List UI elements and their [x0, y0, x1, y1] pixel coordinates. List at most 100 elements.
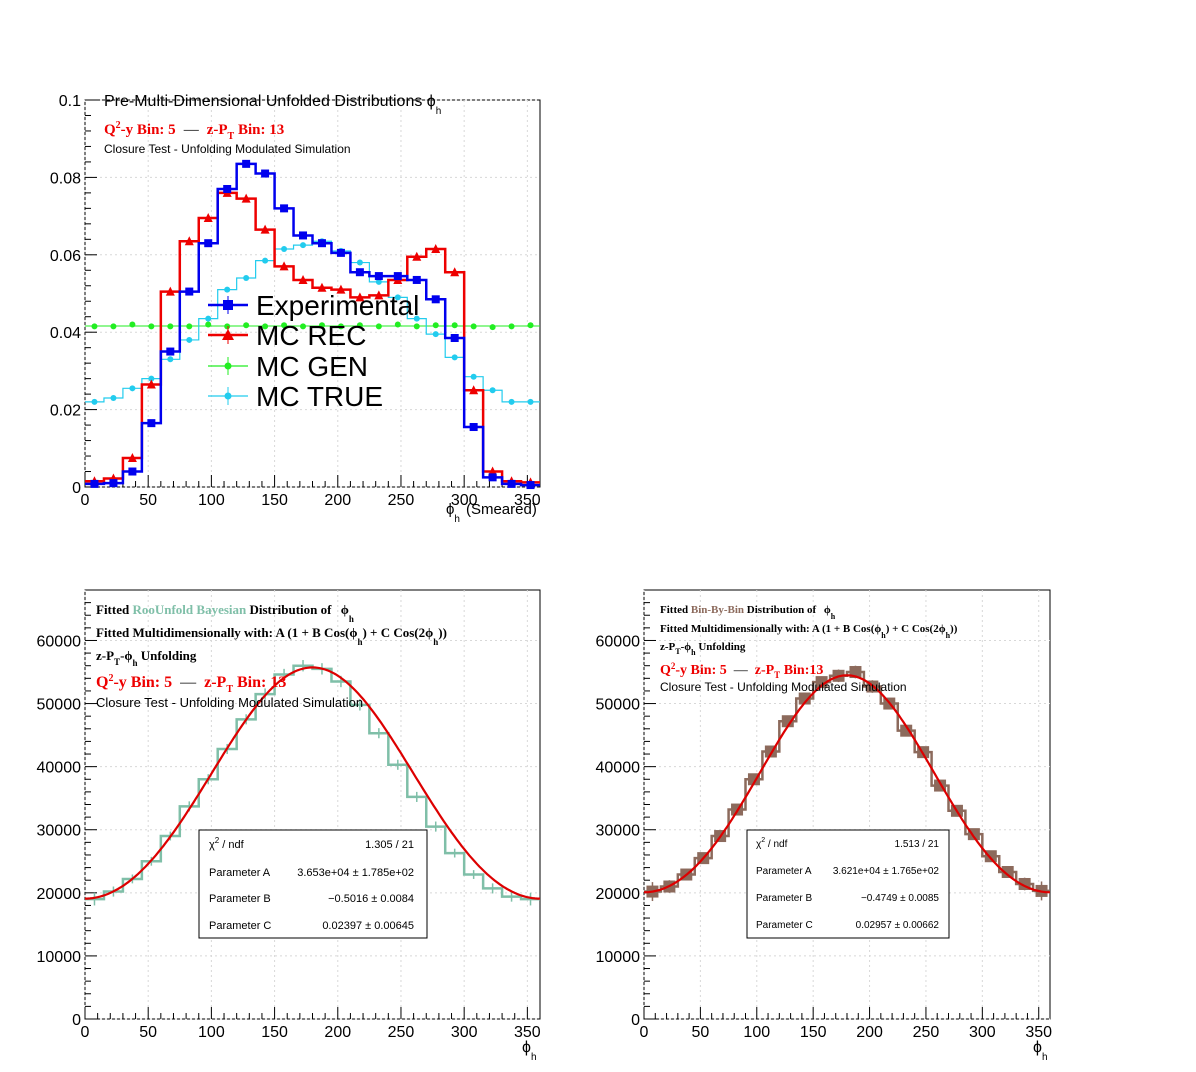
mc-gen-point — [110, 323, 117, 330]
x-tick-label: 200 — [324, 1024, 351, 1041]
x-tick-label: 300 — [451, 1024, 478, 1041]
experimental-point — [431, 295, 440, 304]
experimental-point — [374, 272, 383, 281]
x-tick-label: 50 — [139, 1024, 157, 1041]
experimental-legend-label: Experimental — [256, 290, 419, 321]
mc-true-point — [356, 259, 363, 266]
mc-true-legend-marker — [224, 392, 232, 400]
mc-gen-point — [300, 323, 307, 330]
y-tick-label: 0.06 — [50, 248, 81, 265]
grid — [84, 590, 540, 1020]
mc-true-point — [375, 278, 382, 285]
experimental-point — [128, 467, 137, 476]
chart-subtitle: Closure Test - Unfolding Modulated Simul… — [660, 680, 907, 694]
chart-title: Fitted Bin-By-Bin Distribution of ϕh — [660, 604, 836, 621]
y-tick-label: 0.04 — [50, 325, 81, 342]
bin-by-bin-point — [984, 850, 997, 863]
top-panel-unfolded-distributions: 0 50 100 150 200 250 300 350 0 0.02 0.04 0.06 0.08 0.… — [50, 93, 541, 525]
x-tick-label: 100 — [198, 1024, 225, 1041]
plot-frame — [643, 589, 1051, 1020]
mc-true-point — [394, 294, 401, 301]
bottom-left-panel-bayesian: 0 50 100 150 200 250 300 350 0 10000 20000 30000 400… — [37, 589, 541, 1063]
chi2-label: χ2 / ndf — [209, 836, 245, 851]
x-tick-label: 100 — [198, 492, 225, 509]
experimental-point — [526, 481, 535, 490]
y-tick-label: 60000 — [596, 633, 641, 650]
x-tick-label: 0 — [640, 1024, 649, 1041]
x-tick-label: 250 — [913, 1024, 940, 1041]
mc-gen-point — [91, 323, 98, 330]
bayesian-fit-curve — [85, 666, 540, 900]
experimental-point — [393, 272, 402, 281]
mc-rec-point — [412, 251, 422, 261]
x-tick-label: 50 — [691, 1024, 709, 1041]
bin-by-bin-point — [900, 724, 913, 737]
experimental-point — [336, 248, 345, 257]
experimental-point — [299, 231, 308, 240]
mc-rec-point — [203, 213, 213, 223]
experimental-point — [450, 334, 459, 343]
fit-stats-box: χ2 / ndf 1.305 / 21 Parameter A 3.653e+0… — [198, 829, 428, 939]
series-marks — [85, 660, 540, 906]
mc-gen-point — [356, 322, 363, 329]
bin-by-bin-histogram-line — [644, 670, 1050, 893]
x-tick-label: 250 — [388, 1024, 415, 1041]
y-tick-label: 50000 — [37, 697, 82, 714]
x-axis-label: ϕh — [522, 1039, 537, 1063]
x-axis-label: ϕh — [1033, 1039, 1048, 1063]
y-tick-label: 0 — [72, 1012, 81, 1029]
param-c-value: 0.02397 ± 0.00645 — [322, 920, 414, 932]
series-marks — [643, 665, 1051, 902]
y-tick-label: 50000 — [596, 697, 641, 714]
mc-true-point — [508, 398, 515, 405]
y-tick-label: 20000 — [596, 886, 641, 903]
stats-box-frame — [746, 829, 950, 939]
fit-stats-box: χ2 / ndf 1.513 / 21 Parameter A 3.621e+0… — [746, 829, 950, 939]
mc-true-point — [527, 398, 534, 405]
mc-rec-point — [450, 267, 460, 277]
mc-gen-point — [451, 322, 458, 329]
mc-true-point — [91, 398, 98, 405]
mc-true-point — [129, 385, 136, 392]
param-a-label: Parameter A — [756, 866, 812, 877]
x-tick-label: 0 — [81, 492, 90, 509]
bottom-right-panel-bin-by-bin: 0 50 100 150 200 250 300 350 0 10000 20000 30000 400… — [596, 589, 1052, 1063]
x-tick-label: 350 — [1025, 1024, 1052, 1041]
experimental-point — [242, 159, 251, 168]
stats-box-frame — [198, 829, 428, 939]
mc-gen-point — [527, 322, 534, 329]
bin-by-bin-point — [798, 692, 811, 705]
mc-gen-point — [318, 322, 325, 329]
x-axis-label: ϕh(Smeared) — [446, 501, 537, 525]
param-b-label: Parameter B — [209, 893, 271, 905]
mc-true-point — [205, 315, 212, 322]
chi2-value: 1.305 / 21 — [365, 839, 414, 851]
mc-true-point — [300, 242, 307, 249]
mc-gen-point — [262, 323, 269, 330]
experimental-point — [355, 268, 364, 277]
experimental-legend-marker — [223, 300, 233, 310]
x-tick-label: 150 — [800, 1024, 827, 1041]
experimental-point — [488, 473, 497, 482]
param-b-label: Parameter B — [756, 893, 812, 904]
mc-true-point — [489, 387, 496, 394]
mc-gen-point — [508, 323, 515, 330]
y-tick-label: 0 — [631, 1012, 640, 1029]
x-tick-label: 350 — [514, 1024, 541, 1041]
mc-gen-point — [129, 321, 136, 328]
y-tick-label: 30000 — [37, 823, 82, 840]
unfolding-label: z-PT-ϕh Unfolding — [96, 648, 197, 668]
mc-rec-point — [336, 284, 346, 294]
mc-true-point — [224, 286, 231, 293]
mc-rec-point — [374, 290, 384, 300]
fit-function-label: Fitted Multidimensionally with: A (1 + B… — [660, 623, 958, 640]
axis-ticks: 0 50 100 150 200 250 300 350 0 0.02 0.04 0.06 0.08 0.… — [50, 93, 541, 509]
y-tick-label: 10000 — [596, 949, 641, 966]
y-tick-label: 60000 — [37, 633, 82, 650]
x-tick-label: 150 — [261, 1024, 288, 1041]
mc-gen-point — [148, 323, 155, 330]
mc-gen-point — [470, 323, 477, 330]
mc-rec-point — [298, 274, 308, 284]
fit-function-label: Fitted Multidimensionally with: A (1 + B… — [96, 625, 447, 647]
